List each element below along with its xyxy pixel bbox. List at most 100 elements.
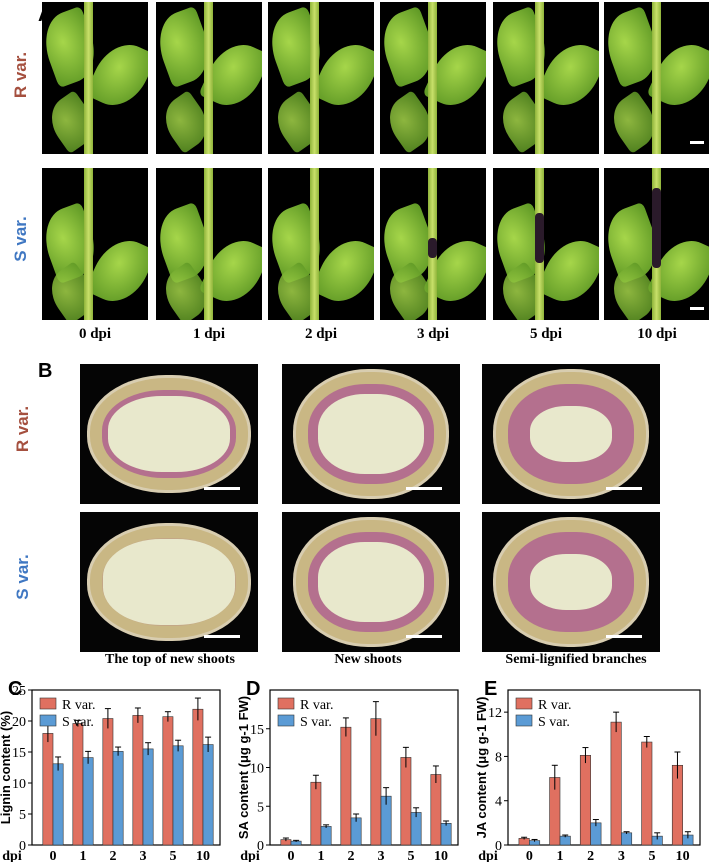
bar-s-var (440, 822, 452, 846)
x-tick-label: 3 (140, 849, 147, 862)
y-tick-label: 5 (19, 808, 26, 823)
y-tick-label: 8 (495, 750, 502, 765)
bar-r-var (430, 774, 442, 846)
y-tick-label: 4 (495, 795, 502, 810)
r-var-cross-section (282, 364, 460, 504)
bar-s-var (410, 812, 422, 846)
bar-r-var (579, 755, 591, 846)
y-tick-label: 0 (257, 839, 264, 854)
bar-s-var (142, 748, 154, 846)
x-tick-label: 3 (378, 849, 385, 862)
y-axis-label: Lignin content (%) (0, 711, 13, 824)
r-var-stem-photo (156, 2, 262, 154)
bar-r-var (162, 716, 174, 846)
bar-r-var (340, 726, 352, 846)
section-label-top: The top of new shoots (105, 652, 235, 667)
row-label-r-var-b: R var. (13, 405, 32, 453)
legend-swatch (39, 714, 57, 727)
dpi-label: 3 dpi (416, 326, 450, 342)
dpi-label: 5 dpi (529, 326, 563, 342)
bar-s-var (350, 817, 362, 846)
legend-label: S var. (300, 715, 332, 730)
r-var-stem-photo (493, 2, 599, 154)
legend-swatch (277, 714, 295, 727)
x-tick-label: 10 (676, 849, 690, 862)
y-tick-label: 15 (12, 746, 26, 761)
s-var-stem-photo (156, 168, 262, 320)
bar-r-var (671, 764, 683, 846)
row-label-r-var-a: R var. (11, 51, 30, 99)
legend-label: S var. (62, 715, 94, 730)
bar-s-var (682, 834, 694, 846)
row-label-s-var-a: S var. (11, 216, 30, 262)
s-var-cross-section (80, 512, 258, 652)
legend-label: R var. (62, 698, 95, 713)
y-tick-label: 10 (12, 777, 26, 792)
s-var-cross-section (282, 512, 460, 652)
x-tick-label: 2 (587, 849, 594, 862)
bar-s-var (320, 826, 332, 846)
x-tick-label: 0 (288, 849, 295, 862)
x-prefix-label: dpi (478, 849, 498, 862)
x-tick-label: 2 (348, 849, 355, 862)
bar-s-var (559, 835, 571, 846)
r-var-stem-photo (268, 2, 374, 154)
legend-swatch (39, 697, 57, 710)
legend-label: S var. (538, 715, 570, 730)
bar-s-var (290, 840, 302, 846)
bar-s-var (112, 751, 124, 846)
y-tick-label: 0 (495, 839, 502, 854)
bar-s-var (172, 745, 184, 846)
x-tick-label: 0 (50, 849, 57, 862)
x-tick-label: 5 (408, 849, 415, 862)
panel-label-e: E (484, 678, 498, 700)
x-tick-label: 1 (557, 849, 564, 862)
bar-r-var (641, 741, 653, 846)
x-tick-label: 3 (618, 849, 625, 862)
x-tick-label: 1 (318, 849, 325, 862)
x-tick-label: 2 (110, 849, 117, 862)
s-var-stem-photo (604, 168, 709, 320)
x-prefix-label: dpi (2, 849, 22, 862)
legend-swatch (277, 697, 295, 710)
section-label-semi: Semi-lignified branches (505, 652, 647, 667)
bar-r-var (132, 715, 144, 846)
bar-r-var (549, 777, 561, 846)
panel-label-c: C (8, 678, 23, 700)
s-var-stem-photo (268, 168, 374, 320)
bar-r-var (518, 838, 530, 846)
panel-label-d: D (246, 678, 261, 700)
legend-swatch (515, 697, 533, 710)
bar-r-var (42, 733, 54, 846)
y-tick-label: 5 (257, 800, 264, 815)
bar-r-var (610, 721, 622, 846)
r-var-stem-photo (604, 2, 709, 154)
chart-frame (507, 689, 701, 846)
y-axis-label: SA content (μg g-1 FW) (236, 696, 251, 839)
dpi-label: 0 dpi (78, 326, 112, 342)
bar-r-var (102, 718, 114, 846)
legend-label: R var. (538, 698, 571, 713)
y-tick-label: 12 (488, 706, 502, 721)
x-tick-label: 1 (80, 849, 87, 862)
x-tick-label: 5 (170, 849, 177, 862)
dpi-label: 1 dpi (192, 326, 226, 342)
s-var-stem-photo (42, 168, 148, 320)
x-tick-label: 10 (434, 849, 448, 862)
s-var-cross-section (482, 512, 660, 652)
bar-s-var (202, 744, 214, 846)
bar-s-var (621, 832, 633, 846)
y-axis-label: JA content (μg g-1 FW) (474, 697, 489, 839)
x-prefix-label: dpi (240, 849, 260, 862)
r-var-cross-section (80, 364, 258, 504)
chart-frame (269, 689, 459, 846)
x-tick-label: 0 (526, 849, 533, 862)
chart-frame (31, 689, 221, 846)
y-tick-label: 10 (250, 762, 264, 777)
bar-r-var (280, 839, 292, 846)
s-var-stem-photo (493, 168, 599, 320)
bar-s-var (52, 763, 64, 846)
legend-label: R var. (300, 698, 333, 713)
legend-swatch (515, 714, 533, 727)
bar-r-var (370, 718, 382, 846)
